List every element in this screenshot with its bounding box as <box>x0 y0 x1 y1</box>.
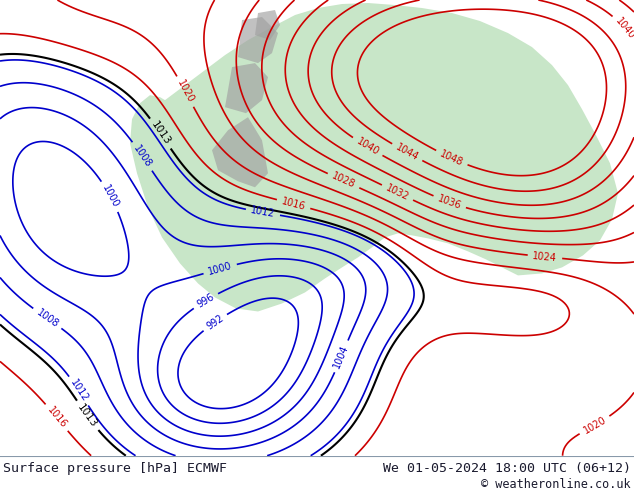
Text: 1040: 1040 <box>354 136 380 157</box>
Text: 1000: 1000 <box>207 261 233 277</box>
Text: 1004: 1004 <box>332 343 351 369</box>
Text: 1032: 1032 <box>384 183 411 202</box>
Text: 1040: 1040 <box>613 16 634 41</box>
Text: 996: 996 <box>195 292 216 310</box>
Polygon shape <box>238 17 278 63</box>
Text: 1020: 1020 <box>175 78 195 105</box>
Polygon shape <box>255 10 280 40</box>
Polygon shape <box>225 63 268 113</box>
Polygon shape <box>130 3 618 312</box>
Text: We 01-05-2024 18:00 UTC (06+12): We 01-05-2024 18:00 UTC (06+12) <box>383 462 631 475</box>
Text: 1016: 1016 <box>45 405 68 430</box>
Text: © weatheronline.co.uk: © weatheronline.co.uk <box>481 478 631 490</box>
Text: 1048: 1048 <box>439 148 465 168</box>
Text: 1008: 1008 <box>131 144 153 169</box>
Text: 1013: 1013 <box>75 402 99 429</box>
Text: Surface pressure [hPa] ECMWF: Surface pressure [hPa] ECMWF <box>3 462 227 475</box>
Text: 1016: 1016 <box>280 196 307 212</box>
Text: 1000: 1000 <box>100 183 120 210</box>
Text: 1013: 1013 <box>149 120 172 147</box>
Text: 1012: 1012 <box>68 378 90 404</box>
Text: 1020: 1020 <box>581 415 608 436</box>
Polygon shape <box>212 117 268 187</box>
Text: 1024: 1024 <box>532 250 558 263</box>
Text: 992: 992 <box>205 313 226 332</box>
Text: 1044: 1044 <box>394 142 420 163</box>
Text: 1008: 1008 <box>34 307 60 330</box>
Text: 1036: 1036 <box>436 194 463 211</box>
Text: 1012: 1012 <box>250 205 276 220</box>
Text: 1028: 1028 <box>330 171 357 190</box>
